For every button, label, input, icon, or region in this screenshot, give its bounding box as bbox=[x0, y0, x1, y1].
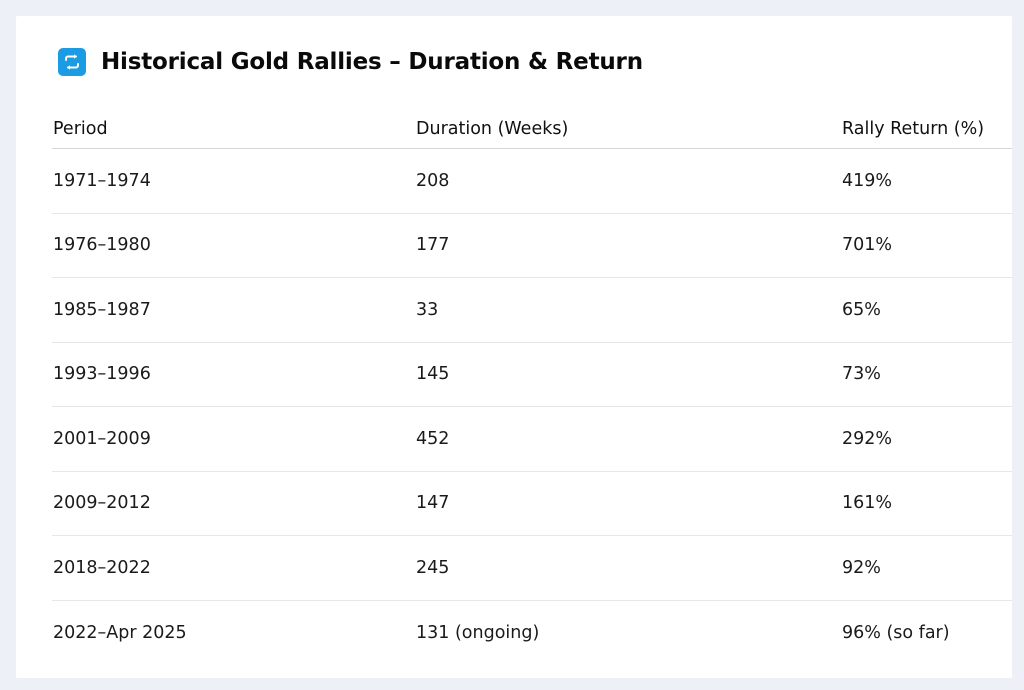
cell-duration: 145 bbox=[416, 364, 450, 385]
cell-period: 2018–2022 bbox=[53, 557, 151, 578]
table-row: 1985–1987 33 65% bbox=[52, 278, 1012, 343]
cell-period: 2009–2012 bbox=[53, 493, 151, 514]
cell-period: 1993–1996 bbox=[53, 364, 151, 385]
table-row: 1976–1980 177 701% bbox=[52, 214, 1012, 278]
cell-period: 1976–1980 bbox=[53, 235, 151, 256]
cell-return: 73% bbox=[842, 364, 881, 385]
cell-return: 701% bbox=[842, 235, 893, 256]
page-title: Historical Gold Rallies – Duration & Ret… bbox=[101, 49, 643, 75]
cell-duration: 131 (ongoing) bbox=[416, 622, 540, 643]
cell-return: 96% (so far) bbox=[842, 622, 950, 643]
header-return: Rally Return (%) bbox=[842, 119, 985, 139]
table-row: 2018–2022 245 92% bbox=[52, 536, 1012, 601]
table-row: 2009–2012 147 161% bbox=[52, 472, 1012, 536]
repeat-arrows-icon bbox=[58, 48, 86, 76]
content-card: Historical Gold Rallies – Duration & Ret… bbox=[16, 16, 1012, 678]
header-period: Period bbox=[53, 119, 108, 139]
cell-return: 419% bbox=[842, 170, 893, 191]
cell-duration: 245 bbox=[416, 557, 450, 578]
cell-return: 292% bbox=[842, 428, 893, 449]
cell-return: 161% bbox=[842, 493, 893, 514]
cell-duration: 33 bbox=[416, 299, 439, 320]
cell-duration: 208 bbox=[416, 170, 450, 191]
cell-period: 2001–2009 bbox=[53, 428, 151, 449]
cell-return: 92% bbox=[842, 557, 881, 578]
cell-duration: 147 bbox=[416, 493, 450, 514]
cell-period: 1971–1974 bbox=[53, 170, 151, 191]
cell-period: 1985–1987 bbox=[53, 299, 151, 320]
table-header-row: Period Duration (Weeks) Rally Return (%) bbox=[52, 106, 1012, 149]
cell-return: 65% bbox=[842, 299, 881, 320]
title-row: Historical Gold Rallies – Duration & Ret… bbox=[58, 44, 643, 80]
table-row: 1993–1996 145 73% bbox=[52, 343, 1012, 407]
cell-period: 2022–Apr 2025 bbox=[53, 622, 187, 643]
header-duration: Duration (Weeks) bbox=[416, 119, 569, 139]
table-row: 1971–1974 208 419% bbox=[52, 149, 1012, 214]
rallies-table: Period Duration (Weeks) Rally Return (%)… bbox=[52, 106, 1012, 665]
cell-duration: 452 bbox=[416, 428, 450, 449]
cell-duration: 177 bbox=[416, 235, 450, 256]
table-row: 2001–2009 452 292% bbox=[52, 407, 1012, 472]
table-row: 2022–Apr 2025 131 (ongoing) 96% (so far) bbox=[52, 601, 1012, 666]
